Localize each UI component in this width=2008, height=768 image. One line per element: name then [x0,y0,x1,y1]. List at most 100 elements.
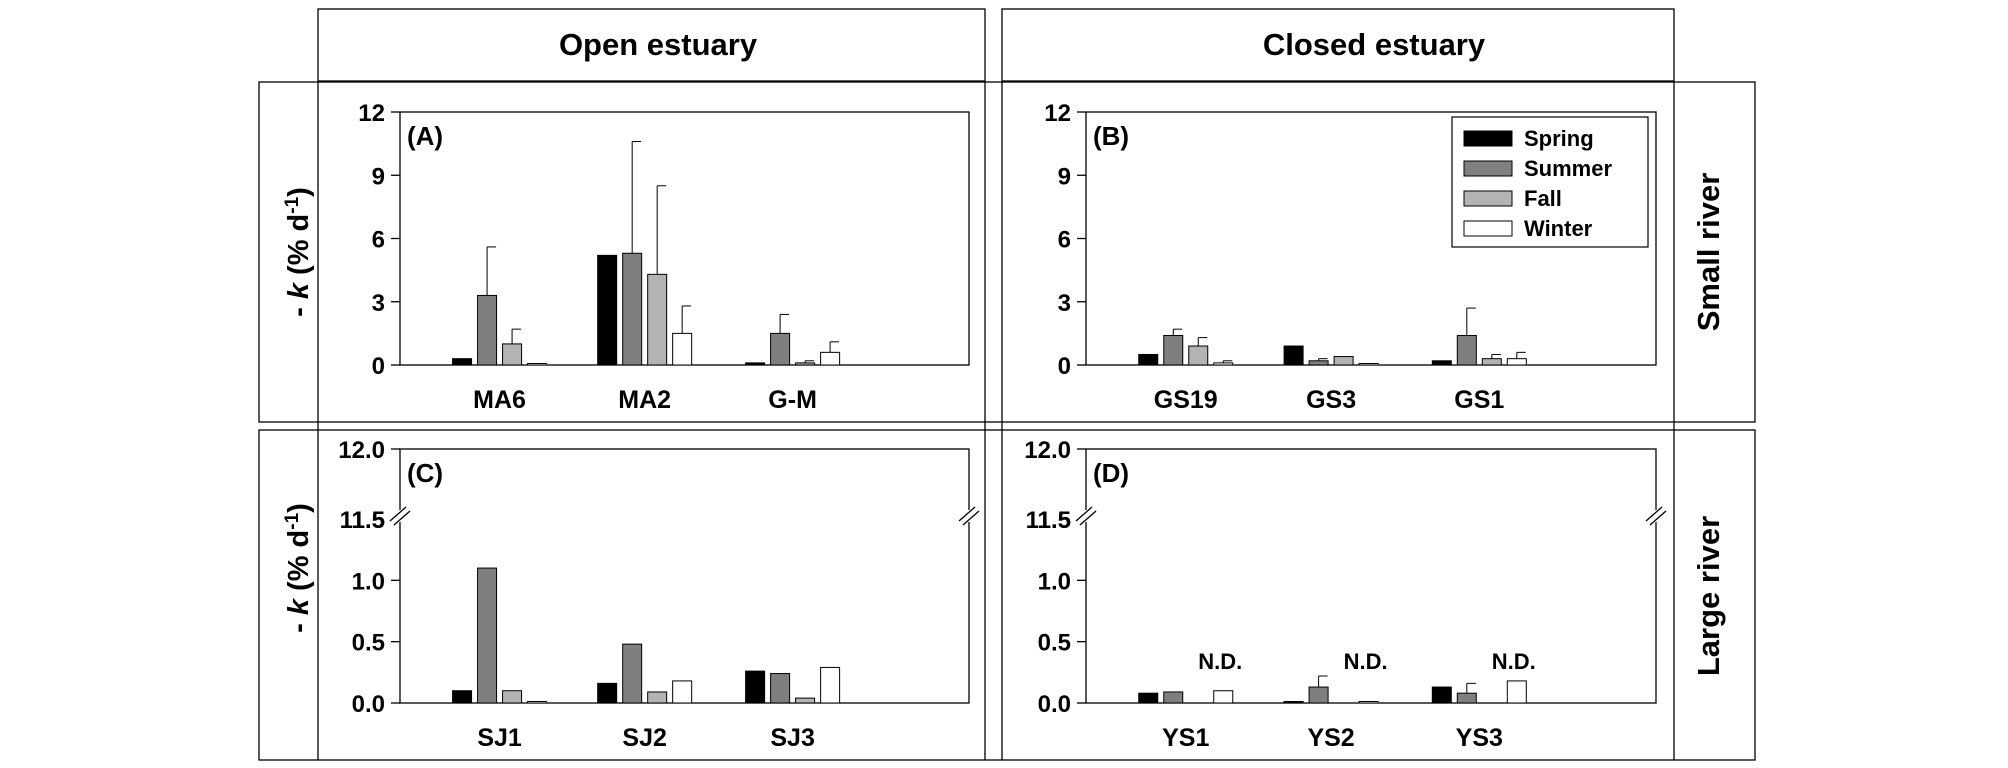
category-label: MA2 [618,386,671,414]
panel-c: 0.0 0.5 1.0 1.511.5 12.0 (C) SJ1 SJ2 SJ3 [338,437,980,752]
y-tick-label: 12 [358,100,385,127]
bar-winter [672,680,693,704]
bar-winter [1506,680,1527,704]
bar-fall [1188,345,1209,366]
panel-b: 0 3 6 9 12 (B) GS19 GS3 GS1 Spring Summer Fall Winte… [1044,100,1657,414]
y-tick-label: 12.0 [1024,437,1071,464]
category-label: YS1 [1162,724,1209,752]
category-label: YS2 [1307,724,1354,752]
y-tick-label: 1.5 [1038,507,1071,534]
row-header-small: Small river [1691,173,1726,332]
category-label: SJ3 [770,724,814,752]
column-header-closed: Closed estuary [1263,27,1486,62]
category-label: MA6 [473,386,526,414]
axis-break-mark [393,510,411,526]
bar-fall [795,697,816,704]
panel-label: (A) [407,121,443,151]
bar-spring [1431,360,1452,366]
bar-fall [502,343,523,366]
bar-spring [597,254,618,366]
y-tick-label: 1.0 [352,568,385,595]
axis-break-gap [390,510,410,522]
bar-summer [1456,334,1477,366]
y-tick-label: 11.5 [1026,507,1071,534]
category-label: GS1 [1454,386,1504,414]
legend-swatch-spring [1463,130,1513,147]
bar-winter [1506,358,1527,366]
axis-break-mark [1075,506,1093,522]
axis-break-mark [962,510,980,526]
y-tick-label: 6 [372,227,385,254]
bar-summer [770,673,791,704]
bar-fall [647,273,668,366]
y-tick-label: 1.5 [352,507,385,534]
column-header-open: Open estuary [559,27,758,62]
y-tick-label: 0.5 [1038,630,1071,657]
panel-label: (D) [1093,458,1129,488]
bar-spring [452,690,473,704]
category-label: GS19 [1154,386,1218,414]
category-label: SJ1 [477,724,522,752]
y-tick-label: 12 [1044,100,1071,127]
ylabel-large: - k (% d-1) [282,503,315,633]
y-tick-label: 6 [1058,227,1071,254]
bar-summer [1163,334,1184,366]
axis-break-gap [1076,510,1096,522]
category-label: SJ2 [622,724,666,752]
row-box-small [258,81,1756,423]
y-tick-label: 12.0 [338,437,385,464]
panel-a: 0 3 6 9 12 (A) MA6 MA2 G-M [358,100,970,414]
bar-spring [1431,686,1452,704]
legend-label-fall: Fall [1524,186,1562,211]
nd-annotation: N.D. [1492,649,1536,674]
bar-fall [1333,356,1354,366]
nd-annotation: N.D. [1198,649,1242,674]
bar-winter [527,363,548,366]
axis-break-mark [389,506,407,522]
y-tick-label: 0.0 [1038,691,1071,718]
panel-d: 0.0 0.5 1.0 1.511.5 12.0 (D) YS1 N.D. YS2 N.D. YS3… [1024,437,1667,752]
bar-fall [647,691,668,704]
axis-break-mark [958,506,976,522]
legend-label-winter: Winter [1524,216,1593,241]
y-tick-label: 3 [372,290,385,317]
y-tick-label: 9 [1058,163,1071,190]
bar-fall [795,362,816,366]
bar-spring [1283,345,1304,366]
panel-label: (C) [407,458,443,488]
y-tick-label: 0 [372,353,385,380]
bar-fall [502,690,523,704]
axis-break-mark [1645,506,1663,522]
bar-spring [745,670,766,704]
bar-summer [477,567,498,704]
category-label: GS3 [1306,386,1356,414]
bar-summer [622,252,643,366]
bar-fall [1481,358,1502,366]
bar-summer [1308,686,1329,704]
y-tick-label: 3 [1058,290,1071,317]
bar-winter [1213,690,1234,704]
ylabel-small: - k (% d-1) [282,187,315,317]
bar-winter [1358,363,1379,366]
bar-winter [672,332,693,366]
bar-summer [1163,691,1184,704]
header-box-open [317,8,986,82]
category-label: YS3 [1456,724,1503,752]
ylabel-small-text: - k (% d-1) [282,187,315,317]
y-tick-label: 0.5 [352,630,385,657]
bar-spring [597,682,618,704]
bar-summer [1456,692,1477,704]
header-box-closed [1001,8,1675,82]
bar-summer [622,643,643,704]
y-tick-label: 11.5 [340,507,385,534]
bar-spring [1138,692,1159,704]
axis-break-mark [1649,510,1667,526]
bar-summer [770,332,791,366]
legend-swatch-winter [1463,220,1513,237]
bar-spring [452,358,473,366]
row-box-large [258,429,1756,761]
bar-spring [1138,353,1159,366]
y-tick-label: 9 [372,163,385,190]
axis-break-gap [959,510,979,522]
